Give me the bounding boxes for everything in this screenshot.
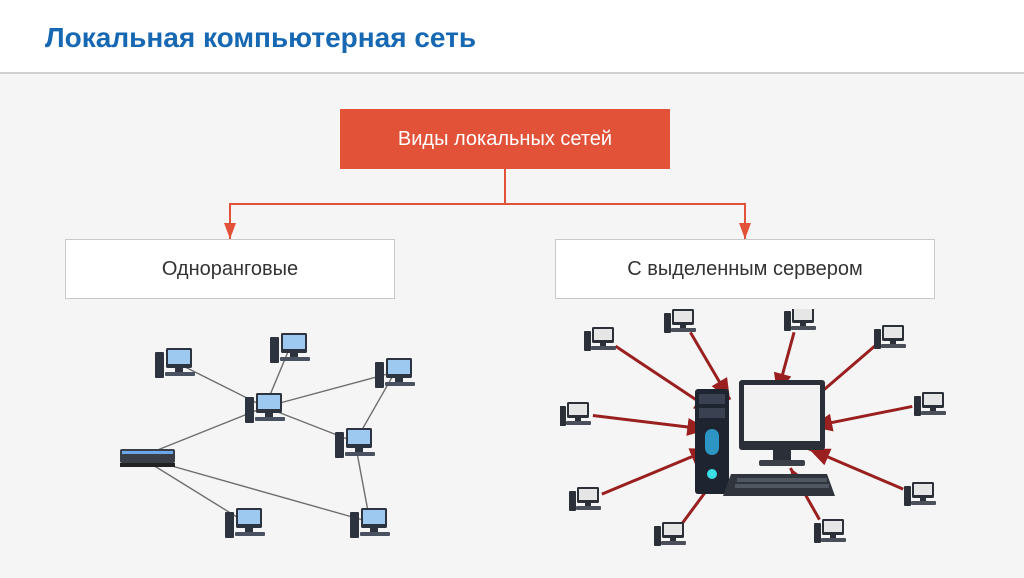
computer-icon <box>350 508 390 538</box>
content: Виды локальных сетей Одноранговые С выде… <box>0 74 1024 578</box>
client-computer-icon <box>784 309 816 331</box>
server-icon <box>695 380 835 496</box>
box-top: Виды локальных сетей <box>340 109 670 169</box>
box-top-label: Виды локальных сетей <box>398 128 612 151</box>
client-computer-icon <box>914 392 946 416</box>
box-left: Одноранговые <box>65 239 395 299</box>
client-computer-icon <box>584 327 616 351</box>
header: Локальная компьютерная сеть <box>0 0 1024 74</box>
client-computer-icon <box>814 519 846 543</box>
page-title: Локальная компьютерная сеть <box>45 22 979 54</box>
peer-network-diagram <box>75 319 435 549</box>
client-computer-icon <box>569 487 601 511</box>
box-right-label: С выделенным сервером <box>627 258 862 281</box>
hub-icon <box>120 449 175 467</box>
computer-icon <box>335 428 375 458</box>
computer-icon <box>245 393 285 423</box>
computer-icon <box>225 508 265 538</box>
client-computer-icon <box>560 402 591 426</box>
box-left-label: Одноранговые <box>162 258 298 281</box>
box-right: С выделенным сервером <box>555 239 935 299</box>
client-computer-icon <box>664 309 696 333</box>
computer-icon <box>155 348 195 378</box>
server-network-diagram <box>560 309 960 559</box>
client-computer-icon <box>904 482 936 506</box>
computer-icon <box>270 333 310 363</box>
computer-icon <box>375 358 415 388</box>
client-computer-icon <box>654 522 686 546</box>
client-computer-icon <box>874 325 906 349</box>
